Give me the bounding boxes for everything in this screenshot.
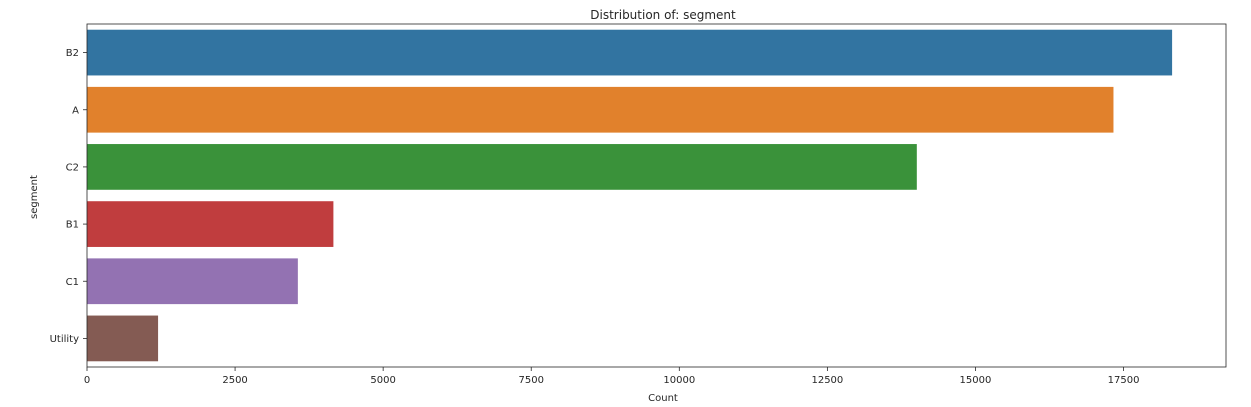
y-tick-label: C2 xyxy=(66,162,79,173)
y-tick-label: B1 xyxy=(66,220,79,231)
y-axis-label: segment xyxy=(29,175,40,219)
x-tick-label: 17500 xyxy=(1108,375,1140,386)
bar-b1 xyxy=(87,201,334,247)
bars-group xyxy=(87,29,1173,362)
y-tick-label: C1 xyxy=(66,277,79,288)
bar-c2 xyxy=(87,144,917,190)
bar-utility xyxy=(87,315,159,362)
chart-title: Distribution of: segment xyxy=(590,8,736,22)
bar-b2 xyxy=(87,29,1173,76)
x-tick-label: 2500 xyxy=(222,375,247,386)
x-tick-label: 5000 xyxy=(370,375,395,386)
x-axis-label: Count xyxy=(648,393,678,404)
x-tick-label: 10000 xyxy=(663,375,695,386)
bar-a xyxy=(87,86,1114,133)
bar-c1 xyxy=(87,258,298,305)
x-tick-label: 7500 xyxy=(519,375,544,386)
x-tick-label: 12500 xyxy=(811,375,843,386)
x-tick-label: 15000 xyxy=(960,375,992,386)
plot-frame xyxy=(86,23,1227,368)
x-axis-ticks: 0 2500 5000 7500 10000 12500 15000 17500 xyxy=(84,367,1140,386)
y-tick-label: A xyxy=(72,105,79,116)
y-tick-label: Utility xyxy=(50,334,79,345)
y-axis-ticks: B2 A C2 B1 C1 Utility xyxy=(50,48,87,345)
x-tick-label: 0 xyxy=(84,375,90,386)
y-tick-label: B2 xyxy=(66,48,79,59)
